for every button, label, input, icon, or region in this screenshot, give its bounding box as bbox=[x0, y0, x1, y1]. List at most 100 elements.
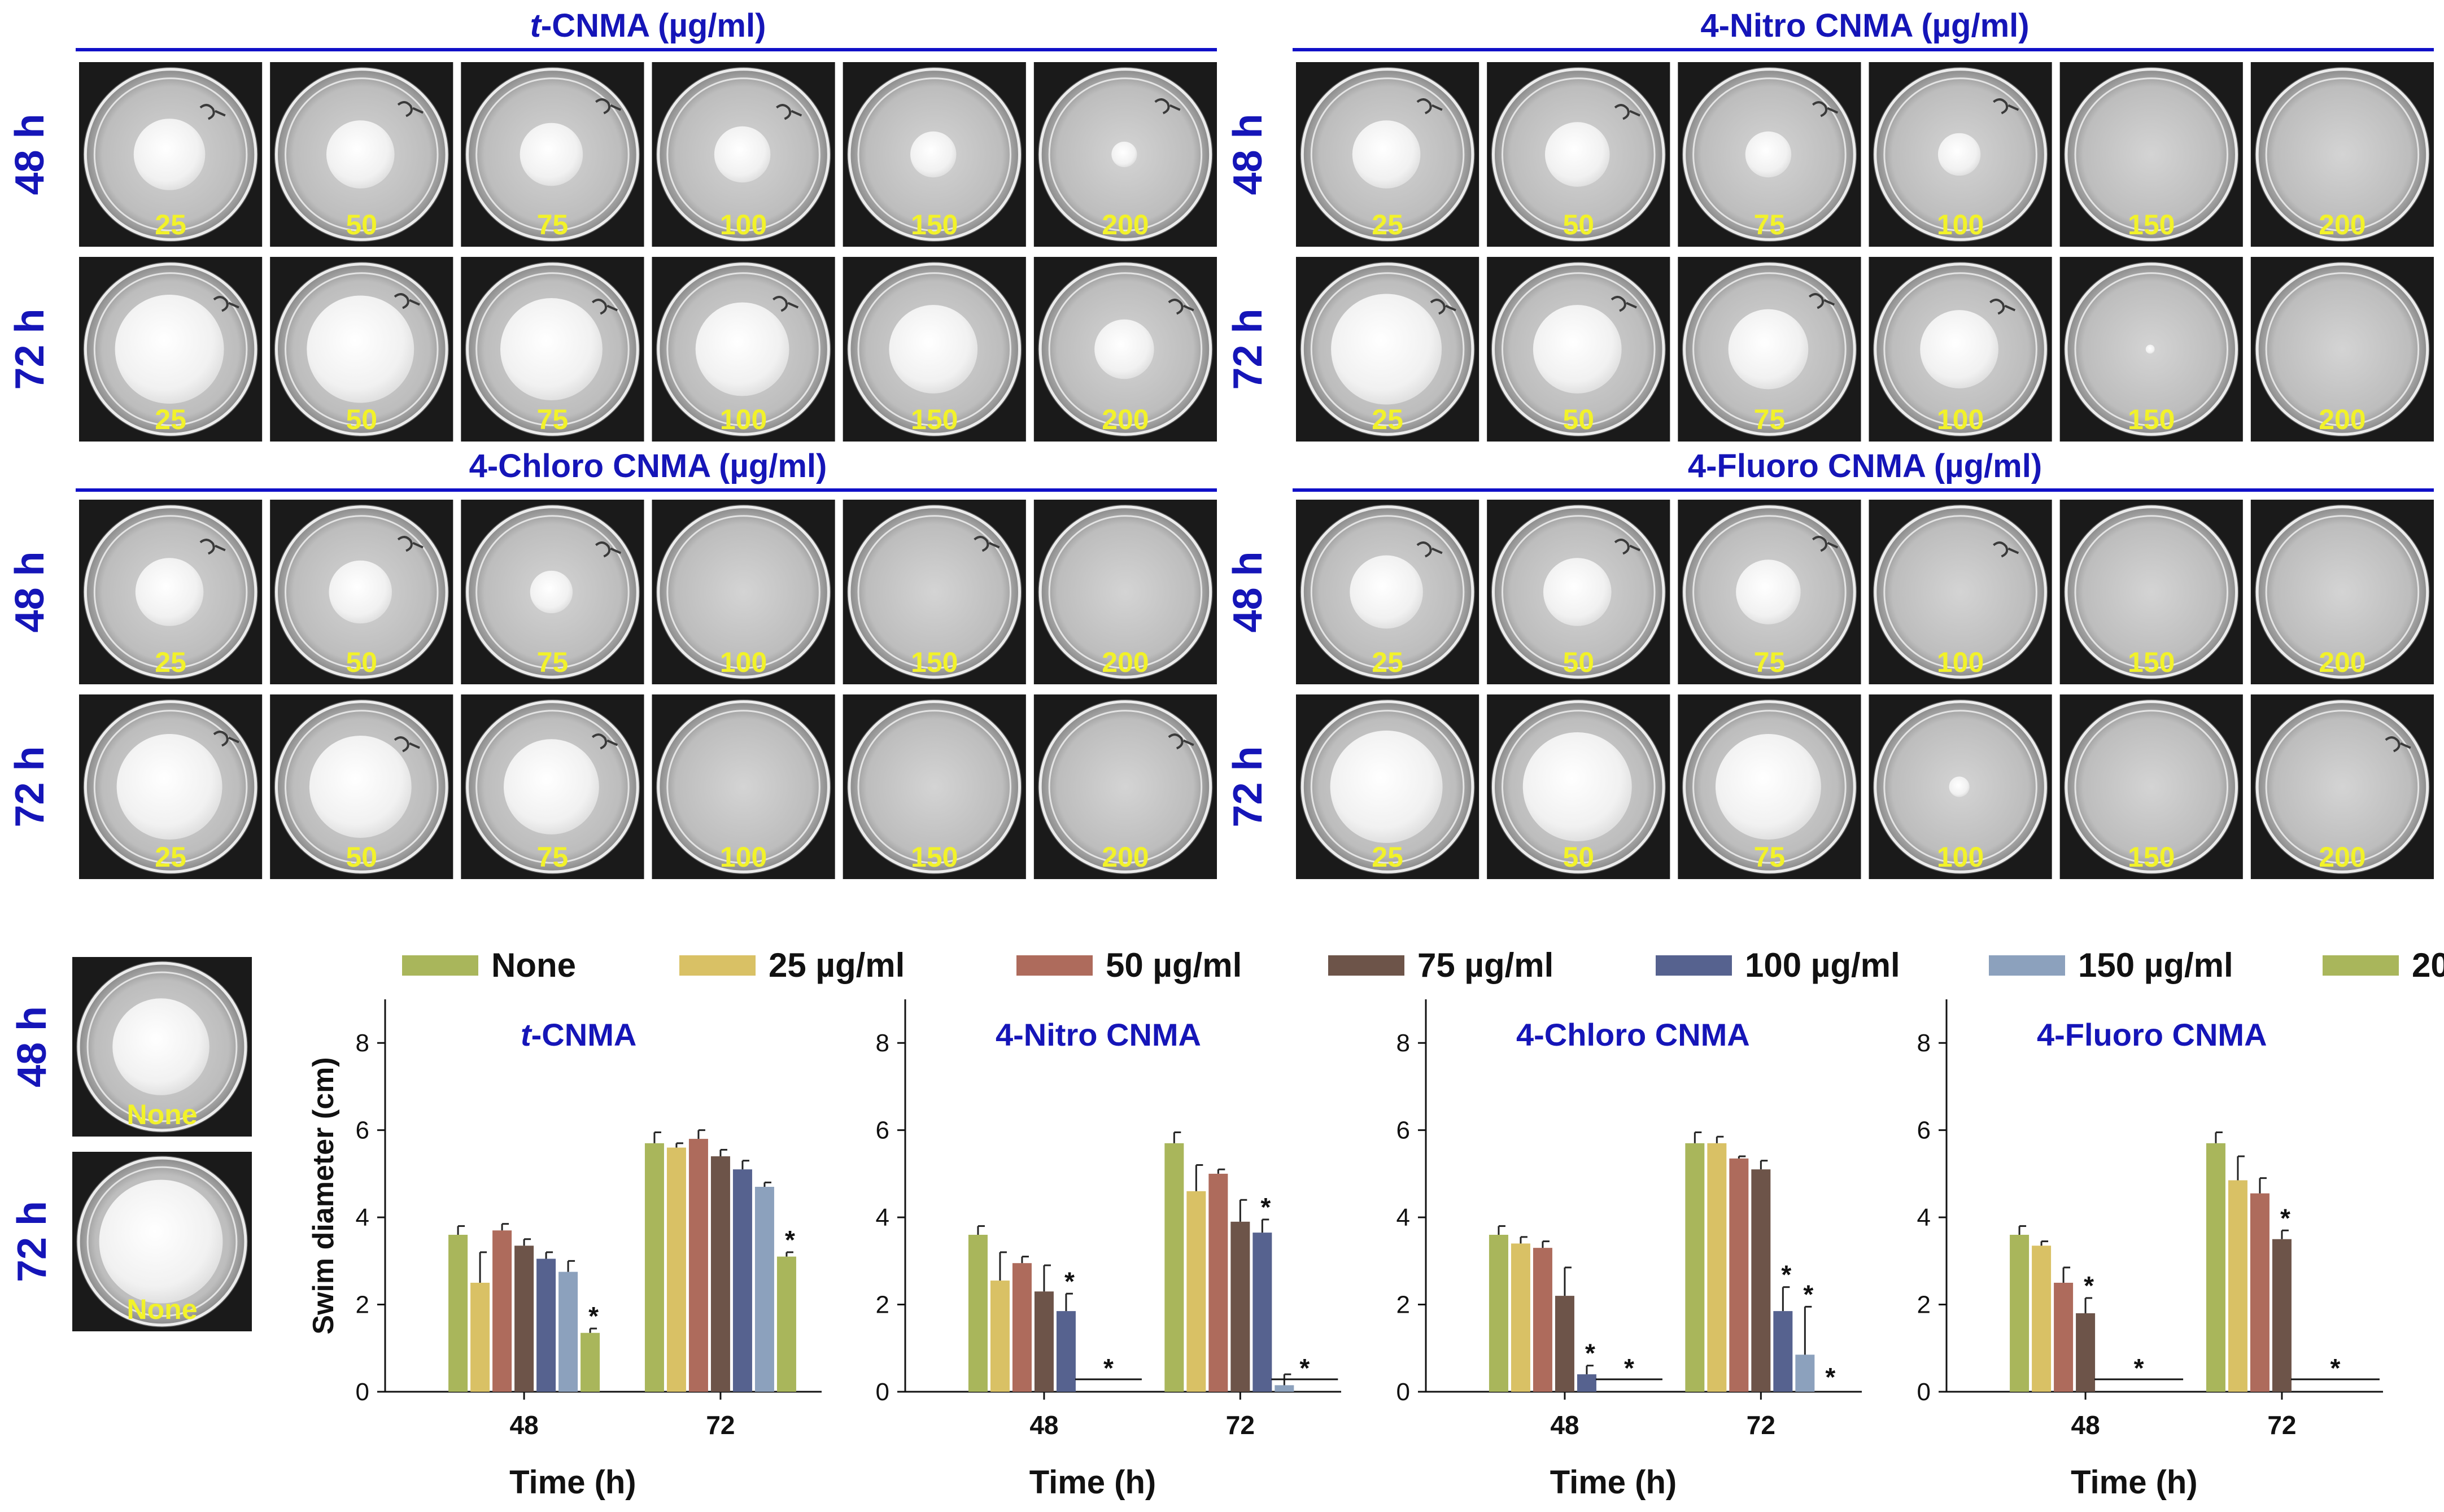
bar bbox=[2250, 1193, 2270, 1392]
dish-inner-rim bbox=[1310, 77, 1465, 231]
concentration-label: 75 bbox=[1754, 841, 1786, 873]
handwritten-mark bbox=[595, 98, 622, 115]
petri-plate: 150 bbox=[2059, 257, 2243, 442]
petri-plate: 100 bbox=[652, 694, 835, 879]
petri-plate: 150 bbox=[843, 500, 1026, 684]
petri-plate: 200 bbox=[1033, 257, 1217, 442]
significance-star: * bbox=[2280, 1203, 2290, 1233]
legend-label: 150 µg/ml bbox=[2078, 946, 2233, 984]
dish-rim bbox=[1874, 505, 2047, 679]
swarm-colony bbox=[695, 302, 789, 396]
significance-star: * bbox=[2134, 1353, 2144, 1383]
dish-inner-rim bbox=[1883, 272, 2037, 426]
panel-title: 4-Fluoro CNMA (µg/ml) bbox=[1688, 448, 2042, 484]
concentration-label: 150 bbox=[911, 646, 958, 678]
y-tick-label: 2 bbox=[876, 1291, 889, 1319]
row-time-label: 48 h bbox=[1225, 113, 1271, 195]
row-time-label: 72 h bbox=[7, 308, 53, 390]
petri-plate: 25 bbox=[79, 257, 263, 442]
swarm-colony bbox=[889, 305, 978, 394]
bar bbox=[2010, 1235, 2030, 1392]
dish-inner-rim bbox=[2265, 710, 2420, 864]
photo-panel: t-CNMA (µg/ml) 48 h 25 50 75 100 150 200 72 h 25 5… bbox=[7, 7, 1217, 442]
concentration-label: 75 bbox=[537, 646, 569, 678]
petri-plate: 150 bbox=[2059, 500, 2243, 684]
bar bbox=[1012, 1263, 1032, 1392]
bar bbox=[558, 1271, 578, 1392]
dish-rim bbox=[2255, 700, 2429, 873]
subplot-title-italic-prefix: t bbox=[521, 1017, 533, 1052]
dish-inner-rim bbox=[666, 272, 821, 426]
legend-label: 200 µg/ml bbox=[2412, 946, 2444, 984]
petri-plate: None bbox=[72, 957, 252, 1137]
handwritten-mark bbox=[1989, 299, 2016, 315]
handwritten-mark bbox=[1430, 299, 1456, 315]
bar bbox=[2032, 1246, 2052, 1392]
concentration-label: 75 bbox=[537, 404, 569, 435]
concentration-label: 200 bbox=[1102, 646, 1149, 678]
panel-title-text: 4-Chloro CNMA (µg/ml) bbox=[469, 448, 827, 484]
legend-swatch bbox=[1656, 955, 1732, 976]
significance-star: * bbox=[1781, 1260, 1791, 1290]
dish-inner-rim bbox=[1692, 515, 1847, 669]
dish-inner-rim bbox=[2265, 77, 2420, 231]
concentration-label: 50 bbox=[346, 646, 377, 678]
petri-plate: 200 bbox=[2250, 500, 2434, 684]
swarm-colony bbox=[504, 739, 599, 834]
petri-plate: None bbox=[72, 1152, 252, 1331]
bar bbox=[732, 1169, 752, 1392]
legend-swatch bbox=[1016, 955, 1093, 976]
x-tick-label: 72 bbox=[706, 1410, 735, 1440]
panel-title: 4-Nitro CNMA (µg/ml) bbox=[1700, 7, 2029, 44]
dish-inner-rim bbox=[666, 515, 821, 669]
bar bbox=[1275, 1385, 1294, 1392]
bar-subplot: 0 2 4 6 8 4-Nitro CNMA 48 72 Time (h) * * * * bbox=[876, 999, 1341, 1501]
bar bbox=[990, 1281, 1010, 1392]
concentration-label: 25 bbox=[1372, 209, 1403, 241]
swarm-colony bbox=[112, 998, 210, 1095]
petri-plate: 50 bbox=[270, 694, 453, 879]
concentration-label: 25 bbox=[155, 841, 186, 873]
dish-inner-rim bbox=[475, 272, 630, 426]
y-tick-label: 2 bbox=[356, 1291, 369, 1319]
dish-inner-rim bbox=[666, 77, 821, 231]
petri-plate: 200 bbox=[1033, 62, 1217, 247]
petri-plate: 100 bbox=[652, 62, 835, 247]
subplot-title-text: 4-Chloro CNMA bbox=[1516, 1017, 1750, 1052]
dish-inner-rim bbox=[93, 77, 248, 231]
handwritten-mark bbox=[595, 541, 622, 558]
y-tick-label: 4 bbox=[1917, 1204, 1931, 1231]
handwritten-mark bbox=[1416, 541, 1443, 558]
y-tick-label: 4 bbox=[356, 1204, 369, 1231]
dish-rim bbox=[2065, 700, 2238, 873]
row-time-label: 72 h bbox=[1225, 308, 1271, 390]
handwritten-mark bbox=[397, 536, 424, 552]
concentration-label: 100 bbox=[1937, 404, 1984, 435]
petri-plate: 75 bbox=[461, 500, 644, 684]
petri-plate: 50 bbox=[270, 257, 453, 442]
petri-plate: 150 bbox=[2059, 62, 2243, 247]
swarm-colony bbox=[1330, 731, 1443, 843]
swarm-colony bbox=[135, 558, 204, 626]
handwritten-mark bbox=[394, 293, 420, 309]
bar bbox=[448, 1235, 468, 1392]
concentration-label: 75 bbox=[537, 209, 569, 241]
y-tick-label: 8 bbox=[1917, 1029, 1931, 1057]
control-row-time-label: 48 h bbox=[10, 1006, 55, 1087]
dish-rim bbox=[2255, 263, 2429, 436]
concentration-label: 150 bbox=[2128, 646, 2175, 678]
panel-title-italic-prefix: t bbox=[530, 7, 543, 44]
handwritten-mark bbox=[1614, 104, 1640, 120]
petri-plate: 75 bbox=[1678, 694, 1861, 879]
concentration-label: 50 bbox=[1563, 404, 1594, 435]
petri-plate: 100 bbox=[1869, 62, 2052, 247]
y-tick-label: 8 bbox=[356, 1029, 369, 1057]
petri-plate: 150 bbox=[843, 257, 1026, 442]
bar bbox=[1729, 1158, 1749, 1392]
handwritten-mark bbox=[2385, 736, 2411, 753]
dish-inner-rim bbox=[1048, 710, 1203, 864]
petri-plate: 25 bbox=[1296, 500, 1480, 684]
dish-inner-rim bbox=[285, 515, 439, 669]
dish-inner-rim bbox=[86, 971, 238, 1122]
petri-plate: 75 bbox=[1678, 500, 1861, 684]
